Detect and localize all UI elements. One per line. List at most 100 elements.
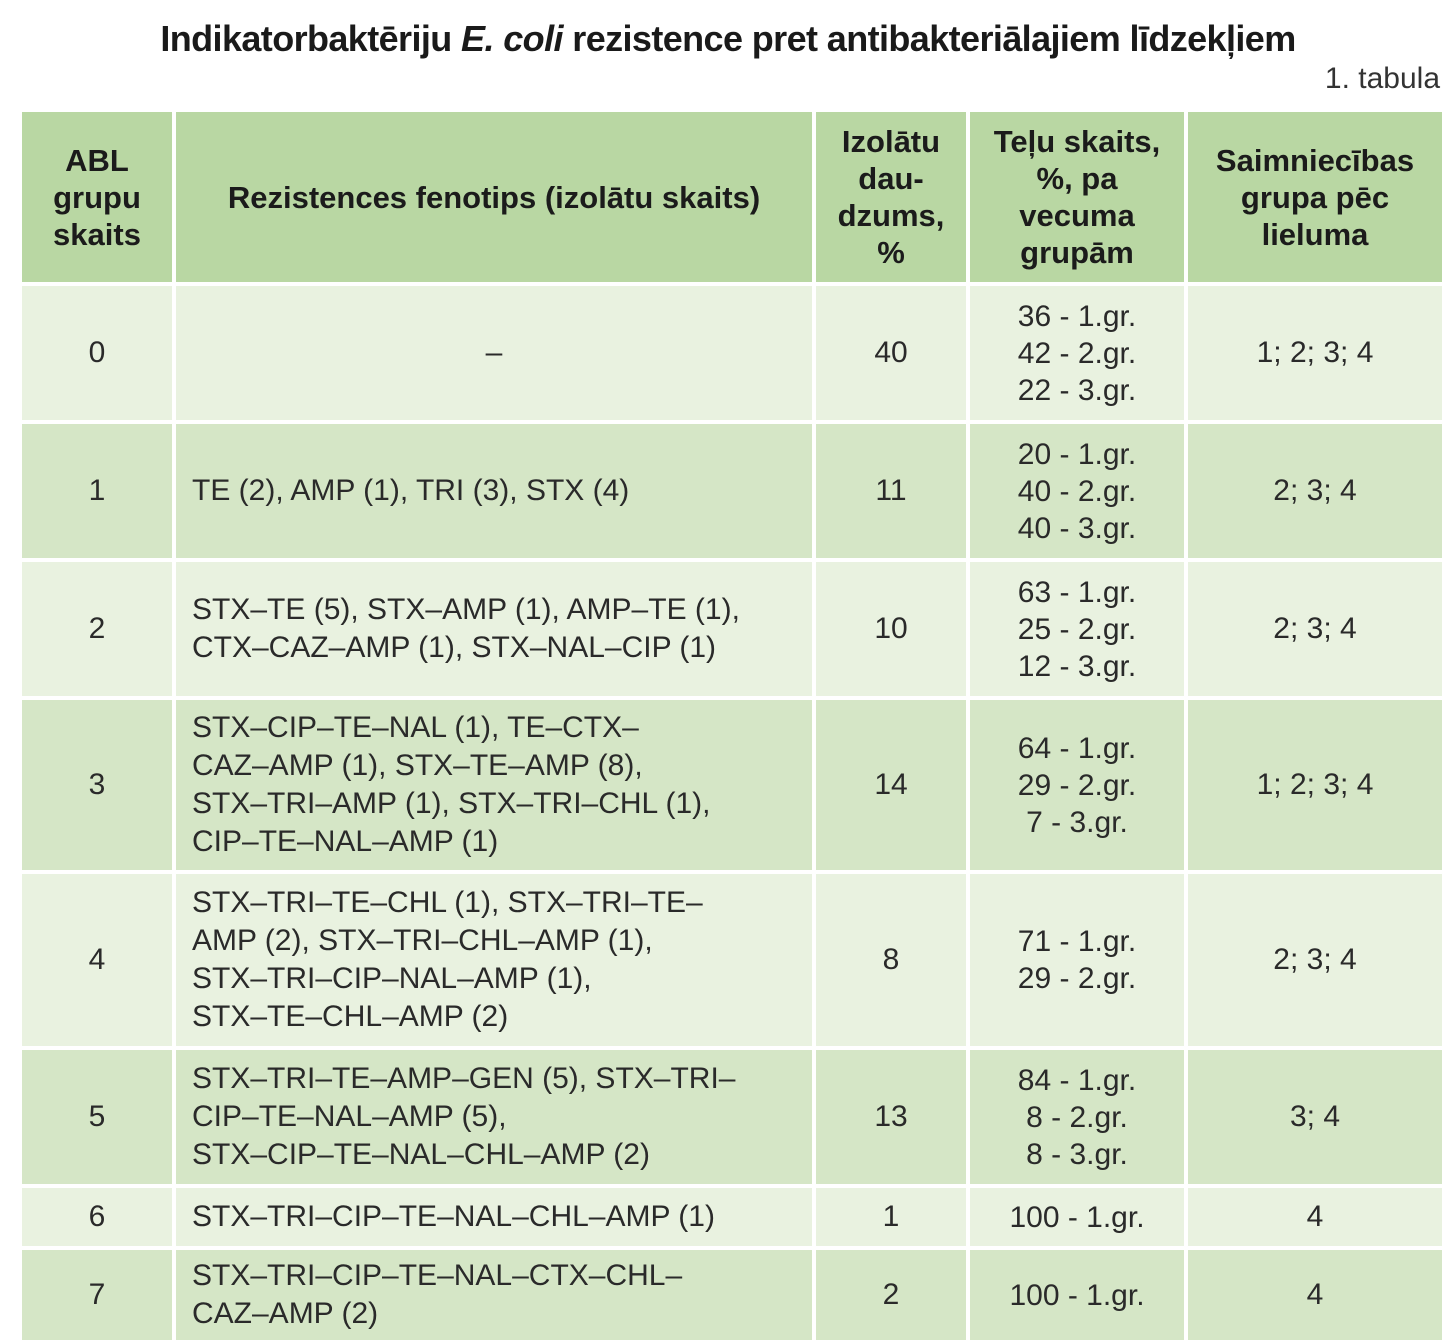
- age-group-line: 8 - 3.gr.: [1026, 1137, 1128, 1171]
- farm-group-cell: 1; 2; 3; 4: [1184, 282, 1446, 424]
- age-group-line: 7 - 3.gr.: [1026, 805, 1128, 839]
- age-group-line: 100 - 1.gr.: [1009, 1200, 1145, 1234]
- isolate-percent-cell: 8: [812, 870, 970, 1050]
- abl-count-cell: 7: [18, 1246, 176, 1344]
- table-row: 7 STX–TRI–CIP–TE–NAL–CTX–CHL– CAZ–AMP (2) 2…: [18, 1246, 1446, 1344]
- calves-age-cell: 20 - 1.gr. 40 - 2.gr. 40 - 3.gr.: [966, 420, 1188, 562]
- phenotype-cell: STX–TE (5), STX–AMP (1), AMP–TE (1), CTX–…: [172, 558, 816, 700]
- phenotype-cell: STX–TRI–TE–CHL (1), STX–TRI–TE– AMP (2), …: [172, 870, 816, 1050]
- age-group-line: 40 - 3.gr.: [1017, 511, 1137, 545]
- farm-group-cell: 2; 3; 4: [1184, 870, 1446, 1050]
- age-group-line: 29 - 2.gr.: [1017, 768, 1137, 802]
- header-line: Rezistences fenotips (izolātu skaits): [227, 179, 761, 215]
- phenotype-line: STX–CIP–TE–NAL (1), TE–CTX–: [192, 711, 639, 744]
- phenotype-cell: STX–TRI–TE–AMP–GEN (5), STX–TRI– CIP–TE–N…: [172, 1046, 816, 1188]
- table-row: 0–40 36 - 1.gr. 42 - 2.gr. 22 - 3.gr. 1; 2; …: [18, 282, 1446, 424]
- header-line: dzums,: [837, 198, 945, 233]
- header-line: Teļu skaits,: [993, 124, 1161, 159]
- phenotype-line: STX–TE–CHL–AMP (2): [192, 1000, 509, 1033]
- phenotype-line: CAZ–AMP (2): [192, 1297, 379, 1330]
- phenotype-line: TE (2), AMP (1), TRI (3), STX (4): [192, 474, 630, 507]
- age-group-line: 40 - 2.gr.: [1017, 474, 1137, 508]
- calves-age-cell: 100 - 1.gr.: [966, 1184, 1188, 1250]
- phenotype-line: STX–CIP–TE–NAL–CHL–AMP (2): [192, 1138, 650, 1171]
- isolate-percent-cell: 2: [812, 1246, 970, 1344]
- abl-count-cell: 2: [18, 558, 176, 700]
- phenotype-line: STX–TRI–CIP–TE–NAL–CTX–CHL–: [192, 1259, 683, 1292]
- table-row: 2 STX–TE (5), STX–AMP (1), AMP–TE (1), CTX…: [18, 558, 1446, 700]
- header-line: lieluma: [1261, 216, 1369, 252]
- header-line: %, pa: [1036, 161, 1118, 196]
- page-title: Indikatorbaktēriju E. coli rezistence pr…: [0, 18, 1456, 60]
- farm-group-cell: 3; 4: [1184, 1046, 1446, 1188]
- farm-group-cell: 1; 2; 3; 4: [1184, 696, 1446, 874]
- farm-group-cell: 2; 3; 4: [1184, 420, 1446, 562]
- title-part3: rezistence pret antibakteriālajiem līdze…: [562, 18, 1296, 59]
- age-group-line: 29 - 2.gr.: [1017, 962, 1137, 995]
- header-line: %: [877, 235, 905, 270]
- calves-age-cell: 63 - 1.gr. 25 - 2.gr. 12 - 3.gr.: [966, 558, 1188, 700]
- phenotype-line: CTX–CAZ–AMP (1), STX–NAL–CIP (1): [192, 631, 717, 664]
- age-group-line: 71 - 1.gr.: [1017, 925, 1137, 958]
- abl-count-cell: 5: [18, 1046, 176, 1188]
- farm-group-cell: 4: [1184, 1184, 1446, 1250]
- abl-count-cell: 1: [18, 420, 176, 562]
- abl-count-cell: 3: [18, 696, 176, 874]
- age-group-line: 100 - 1.gr.: [1009, 1278, 1145, 1312]
- phenotype-cell: –: [172, 282, 816, 424]
- header-isolate-percent: Izolātu dau-dzums,%: [812, 108, 970, 286]
- age-group-line: 20 - 1.gr.: [1017, 437, 1137, 471]
- table-header-row: ABL grupu skaits Rezistences fenotips (izo…: [18, 108, 1446, 286]
- age-group-line: 12 - 3.gr.: [1017, 649, 1137, 683]
- resistance-table: ABL grupu skaits Rezistences fenotips (izo…: [18, 108, 1446, 1344]
- abl-count-cell: 0: [18, 282, 176, 424]
- header-line: skaits: [53, 216, 141, 252]
- table-row: 1 TE (2), AMP (1), TRI (3), STX (4) 11 20 -…: [18, 420, 1446, 562]
- table-row: 4 STX–TRI–TE–CHL (1), STX–TRI–TE– AMP (2),…: [18, 870, 1446, 1050]
- header-calves-by-age: Teļu skaits,%, pa vecuma grupām: [966, 108, 1188, 286]
- title-part1: Indikatorbaktēriju: [160, 18, 462, 59]
- phenotype-line: STX–TRI–AMP (1), STX–TRI–CHL (1),: [192, 787, 711, 820]
- phenotype-cell: STX–TRI–CIP–TE–NAL–CHL–AMP (1): [172, 1184, 816, 1250]
- table-number-label: 1. tabula: [1324, 62, 1440, 95]
- phenotype-line: –: [485, 336, 503, 369]
- isolate-percent-cell: 14: [812, 696, 970, 874]
- table-row: 5 STX–TRI–TE–AMP–GEN (5), STX–TRI– CIP–TE–…: [18, 1046, 1446, 1188]
- phenotype-cell: TE (2), AMP (1), TRI (3), STX (4): [172, 420, 816, 562]
- table-row: 6 STX–TRI–CIP–TE–NAL–CHL–AMP (1) 1 100 - 1.…: [18, 1184, 1446, 1250]
- header-line: Izolātu: [841, 124, 941, 159]
- calves-age-cell: 36 - 1.gr. 42 - 2.gr. 22 - 3.gr.: [966, 282, 1188, 424]
- phenotype-line: STX–TRI–TE–AMP–GEN (5), STX–TRI–: [192, 1062, 736, 1095]
- phenotype-line: CAZ–AMP (1), STX–TE–AMP (8),: [192, 749, 643, 782]
- isolate-percent-cell: 40: [812, 282, 970, 424]
- title-species: E. coli: [461, 18, 563, 59]
- abl-count-cell: 4: [18, 870, 176, 1050]
- header-line: grupu: [53, 179, 141, 215]
- header-line: Saimniecības: [1215, 142, 1415, 178]
- phenotype-line: CIP–TE–NAL–AMP (5),: [192, 1100, 507, 1133]
- phenotype-line: AMP (2), STX–TRI–CHL–AMP (1),: [192, 924, 653, 957]
- age-group-line: 22 - 3.gr.: [1017, 373, 1137, 407]
- abl-count-cell: 6: [18, 1184, 176, 1250]
- phenotype-cell: STX–TRI–CIP–TE–NAL–CTX–CHL– CAZ–AMP (2): [172, 1246, 816, 1344]
- phenotype-cell: STX–CIP–TE–NAL (1), TE–CTX– CAZ–AMP (1), …: [172, 696, 816, 874]
- age-group-line: 63 - 1.gr.: [1017, 575, 1137, 609]
- table-row: 3 STX–CIP–TE–NAL (1), TE–CTX– CAZ–AMP (1),…: [18, 696, 1446, 874]
- calves-age-cell: 84 - 1.gr. 8 - 2.gr. 8 - 3.gr.: [966, 1046, 1188, 1188]
- isolate-percent-cell: 10: [812, 558, 970, 700]
- phenotype-line: CIP–TE–NAL–AMP (1): [192, 825, 499, 858]
- phenotype-line: STX–TRI–TE–CHL (1), STX–TRI–TE–: [192, 886, 703, 919]
- isolate-percent-cell: 1: [812, 1184, 970, 1250]
- calves-age-cell: 64 - 1.gr. 29 - 2.gr. 7 - 3.gr.: [966, 696, 1188, 874]
- isolate-percent-cell: 11: [812, 420, 970, 562]
- age-group-line: 84 - 1.gr.: [1017, 1063, 1137, 1097]
- header-line: grupām: [1020, 235, 1134, 270]
- isolate-percent-cell: 13: [812, 1046, 970, 1188]
- age-group-line: 8 - 2.gr.: [1026, 1100, 1128, 1134]
- age-group-line: 36 - 1.gr.: [1017, 299, 1137, 333]
- calves-age-cell: 71 - 1.gr. 29 - 2.gr.: [966, 870, 1188, 1050]
- header-farm-size-group: Saimniecības grupa pēc lieluma: [1184, 108, 1446, 286]
- farm-group-cell: 2; 3; 4: [1184, 558, 1446, 700]
- age-group-line: 42 - 2.gr.: [1017, 336, 1137, 370]
- header-line: ABL: [65, 142, 129, 178]
